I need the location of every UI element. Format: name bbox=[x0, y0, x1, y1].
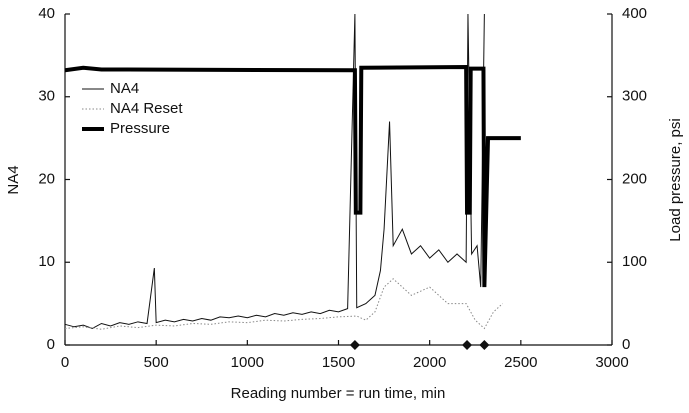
event-marker bbox=[349, 340, 360, 350]
legend-label: NA4 Reset bbox=[110, 100, 183, 117]
event-marker bbox=[479, 340, 490, 350]
series-line bbox=[64, 13, 485, 329]
y2-axis-title: Load pressure, psi bbox=[667, 118, 684, 241]
series-line bbox=[64, 64, 521, 288]
y-tick-label: 10 bbox=[38, 253, 55, 270]
series-line bbox=[64, 278, 503, 330]
y-tick-label: 40 bbox=[38, 5, 55, 22]
x-tick-label: 500 bbox=[144, 354, 169, 371]
x-tick-label: 0 bbox=[61, 354, 69, 371]
x-tick-label: 2000 bbox=[413, 354, 446, 371]
y-tick-label: 0 bbox=[47, 336, 55, 353]
x-axis-title: Reading number = run time, min bbox=[231, 385, 446, 402]
event-marker bbox=[462, 340, 473, 350]
y2-tick-label: 300 bbox=[622, 88, 647, 105]
y-tick-label: 20 bbox=[38, 170, 55, 187]
y2-tick-label: 400 bbox=[622, 5, 647, 22]
x-tick-label: 1000 bbox=[231, 354, 264, 371]
x-tick-label: 2500 bbox=[504, 354, 537, 371]
y2-tick-label: 0 bbox=[622, 336, 630, 353]
y2-tick-label: 200 bbox=[622, 170, 647, 187]
x-tick-label: 3000 bbox=[595, 354, 628, 371]
legend-label: Pressure bbox=[110, 120, 170, 137]
legend-label: NA4 bbox=[110, 80, 139, 97]
y2-tick-label: 100 bbox=[622, 253, 647, 270]
y-axis-title: NA4 bbox=[5, 165, 22, 194]
x-tick-label: 1500 bbox=[322, 354, 355, 371]
y-tick-label: 30 bbox=[38, 88, 55, 105]
